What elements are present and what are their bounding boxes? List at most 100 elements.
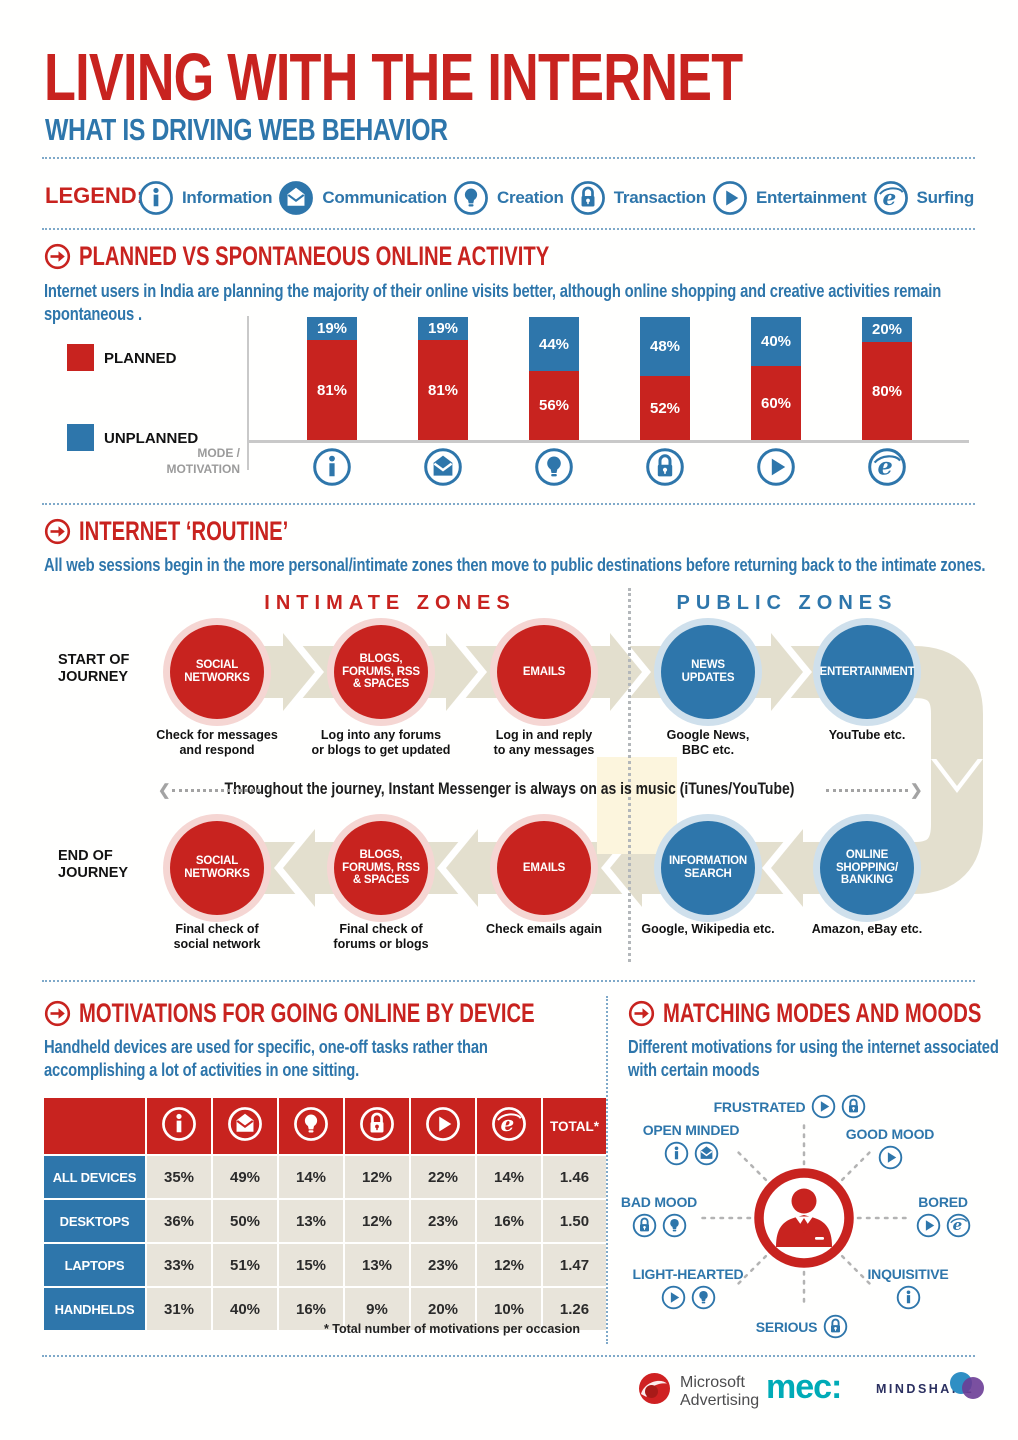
bar-information: 19% 81% bbox=[307, 317, 357, 440]
person-icon bbox=[753, 1167, 855, 1269]
lock-icon bbox=[570, 181, 605, 215]
legend-item-surfing: e Surfing bbox=[873, 180, 974, 216]
bottom-sections-divider bbox=[606, 996, 608, 1344]
arrow-circle-icon bbox=[44, 1000, 71, 1027]
unplanned-swatch bbox=[67, 424, 94, 451]
axis-envelope-icon bbox=[423, 447, 463, 487]
journey-caption: YouTube etc. bbox=[828, 728, 906, 742]
journey-node-entertainment: ENTERTAINMENT bbox=[813, 618, 921, 726]
device-motivations-table: e TOTAL* ALL DEVICES 35% 49% 14% 12% 22% 14% 1.4… bbox=[42, 1096, 608, 1332]
table-cell: 9% bbox=[345, 1288, 409, 1330]
legend-item-information: Information bbox=[138, 180, 273, 216]
bar-surfing: 20% 80% bbox=[862, 317, 912, 440]
unplanned-label: UNPLANNED bbox=[104, 430, 199, 447]
axis-info-icon bbox=[312, 447, 352, 487]
legend-item-label: Creation bbox=[497, 188, 564, 207]
arrow-circle-icon bbox=[628, 1000, 655, 1027]
note-right-arrow-icon: ❯ bbox=[910, 782, 923, 799]
device-table: e TOTAL* ALL DEVICES 35% 49% 14% 12% 22% 14% 1.4… bbox=[42, 1096, 608, 1332]
arrow-circle-icon bbox=[628, 1000, 655, 1027]
legend-label: LEGEND: bbox=[45, 183, 144, 208]
start-of-journey-label: START OF JOURNEY bbox=[58, 652, 130, 685]
chart-legend-unplanned bbox=[67, 424, 94, 451]
planned-segment: 60% bbox=[751, 366, 801, 440]
arrow-circle-icon bbox=[44, 518, 71, 545]
journey-node-title: EMAILS bbox=[522, 861, 566, 874]
mood-inquisitive: INQUISITIVE bbox=[848, 1266, 968, 1310]
table-cell: 12% bbox=[345, 1200, 409, 1242]
lock-icon bbox=[824, 1314, 848, 1339]
unplanned-segment: 40% bbox=[751, 317, 801, 366]
play-icon bbox=[757, 448, 795, 486]
mood-bad-mood: BAD MOOD bbox=[600, 1194, 718, 1238]
planned-swatch bbox=[67, 344, 94, 371]
unplanned-segment: 44% bbox=[529, 317, 579, 371]
legend-item-label: Communication bbox=[322, 188, 447, 207]
journey-forward-chevrons bbox=[283, 633, 812, 711]
table-cell: 10% bbox=[477, 1288, 541, 1330]
legend-item-label: Surfing bbox=[916, 188, 975, 207]
mindshare-logo-icon bbox=[946, 1370, 988, 1402]
table-cell: 31% bbox=[147, 1288, 211, 1330]
note-left-dots bbox=[172, 789, 260, 792]
table-cell: 35% bbox=[147, 1156, 211, 1198]
bar-creation: 44% 56% bbox=[529, 317, 579, 440]
planned-label: PLANNED bbox=[104, 350, 177, 367]
lock-icon bbox=[632, 1213, 656, 1238]
legend-item-creation: Creation bbox=[453, 180, 564, 216]
journey-caption: Amazon, eBay etc. bbox=[811, 922, 923, 936]
journey-caption: Check emails again bbox=[485, 922, 603, 936]
arrow-circle-icon bbox=[44, 243, 71, 270]
table-cell: 1.50 bbox=[543, 1200, 606, 1242]
divider bbox=[42, 1355, 975, 1357]
mec-logo: mec: bbox=[766, 1368, 842, 1406]
arrow-circle-icon bbox=[44, 518, 71, 545]
table-header-communication bbox=[213, 1098, 277, 1154]
journey-caption: Check for messages and respond bbox=[156, 728, 278, 757]
journey-caption: Log in and reply to any messages bbox=[493, 728, 595, 757]
journey-node-title: BLOGS, FORUMS, RSS & SPACES bbox=[342, 652, 420, 691]
envelope-icon bbox=[424, 448, 462, 486]
journey-caption: Log into any forums or blogs to get upda… bbox=[311, 728, 451, 757]
play-icon bbox=[661, 1285, 685, 1310]
svg-text:e: e bbox=[500, 1111, 514, 1136]
play-icon bbox=[878, 1145, 902, 1170]
mindshare-wordmark: MINDSHARE bbox=[876, 1382, 975, 1396]
table-header-surfing: e bbox=[477, 1098, 541, 1154]
arrow-circle-icon bbox=[44, 243, 71, 270]
section-routine-subtitle: All web sessions begin in the more perso… bbox=[44, 555, 986, 575]
journey-node-title: NEWS UPDATES bbox=[681, 659, 735, 684]
journey-node-title: SOCIAL NETWORKS bbox=[184, 855, 250, 880]
info-icon bbox=[139, 181, 173, 215]
journey-node-title: BLOGS, FORUMS, RSS & SPACES bbox=[342, 848, 420, 887]
bar-communication: 19% 81% bbox=[418, 317, 468, 440]
table-cell: 15% bbox=[279, 1244, 343, 1286]
table-row: DESKTOPS 36% 50% 13% 12% 23% 16% 1.50 bbox=[44, 1200, 606, 1242]
table-cell: 50% bbox=[213, 1200, 277, 1242]
journey-node-title: INFORMATION SEARCH bbox=[668, 855, 748, 880]
intimate-zones-title: INTIMATE ZONES bbox=[264, 592, 516, 614]
table-cell: 12% bbox=[477, 1244, 541, 1286]
envelope-icon bbox=[279, 181, 314, 215]
note-left-arrow-icon: ❮ bbox=[158, 782, 171, 799]
axis-play-icon bbox=[756, 447, 796, 487]
table-cell: 22% bbox=[411, 1156, 475, 1198]
divider bbox=[42, 503, 975, 505]
chart-legend-planned bbox=[67, 344, 94, 371]
table-footnote: * Total number of motivations per occasi… bbox=[323, 1322, 580, 1336]
journey-node-information-search: INFORMATION SEARCH bbox=[654, 814, 762, 922]
table-row: ALL DEVICES 35% 49% 14% 12% 22% 14% 1.46 bbox=[44, 1156, 606, 1198]
journey-node-social-networks: SOCIAL NETWORKS bbox=[163, 618, 271, 726]
section-routine-title: INTERNET ‘ROUTINE’ bbox=[79, 516, 289, 546]
table-cell: 13% bbox=[345, 1244, 409, 1286]
table-cell: 1.47 bbox=[543, 1244, 606, 1286]
mood-serious: SERIOUS bbox=[712, 1314, 892, 1339]
table-row: LAPTOPS 33% 51% 15% 13% 23% 12% 1.47 bbox=[44, 1244, 606, 1286]
journey-node-online-shopping-banking: ONLINE SHOPPING/ BANKING bbox=[813, 814, 921, 922]
table-cell: 51% bbox=[213, 1244, 277, 1286]
journey-node-title: ENTERTAINMENT bbox=[819, 665, 915, 678]
table-cell: 12% bbox=[345, 1156, 409, 1198]
mood-good-mood: GOOD MOOD bbox=[830, 1126, 950, 1170]
planned-segment: 56% bbox=[529, 371, 579, 440]
